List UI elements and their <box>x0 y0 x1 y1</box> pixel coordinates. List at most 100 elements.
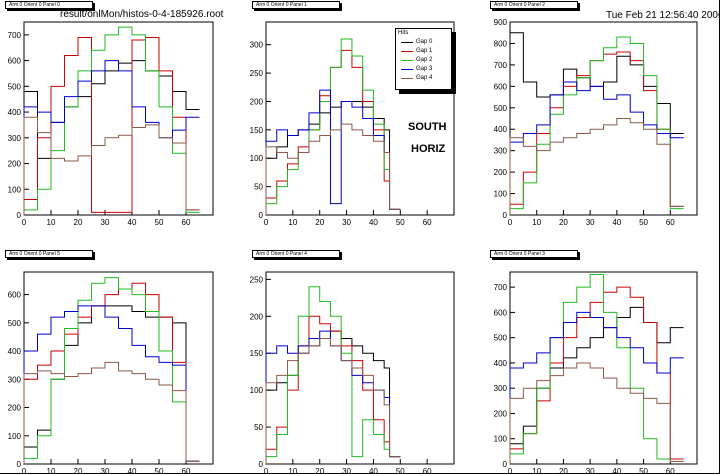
annotation-south: SOUTH <box>408 121 447 133</box>
x-tick-label: 20 <box>315 467 324 474</box>
series-gap-3 <box>265 89 401 215</box>
x-tick-label: 50 <box>639 218 648 227</box>
y-tick-label: 250 <box>250 69 264 78</box>
x-tick-label: 60 <box>182 218 191 227</box>
y-tick-label: 300 <box>494 384 508 393</box>
legend-entry: Gap 3 <box>396 65 451 73</box>
panel-0-title: Arm 0 Orient 0 Panel 0 <box>5 1 93 9</box>
x-tick-label: 10 <box>47 218 56 227</box>
x-tick-label: 0 <box>508 467 513 474</box>
y-tick-label: 400 <box>8 347 22 356</box>
series-gap-2 <box>23 277 200 464</box>
series-gap-4 <box>265 337 401 464</box>
y-tick-label: 0 <box>259 460 264 469</box>
y-tick-label: 700 <box>8 31 22 40</box>
legend-entry: Gap 1 <box>396 47 451 55</box>
y-tick-label: 600 <box>494 82 508 91</box>
y-tick-label: 800 <box>494 39 508 48</box>
x-tick-label: 50 <box>396 467 405 474</box>
y-tick-label: 400 <box>494 125 508 134</box>
series-gap-4 <box>509 118 684 215</box>
x-tick-label: 20 <box>315 218 324 227</box>
y-tick-label: 100 <box>494 435 508 444</box>
series-gap-2 <box>265 38 401 215</box>
x-tick-label: 10 <box>532 218 541 227</box>
y-tick-label: 900 <box>494 18 508 27</box>
x-tick-label: 40 <box>128 467 137 474</box>
y-tick-label: 400 <box>494 359 508 368</box>
x-tick-label: 10 <box>288 467 297 474</box>
x-tick-label: 0 <box>22 218 27 227</box>
y-tick-label: 0 <box>503 460 508 469</box>
legend: Hits Gap 0 Gap 1 Gap 2 Gap 3 Gap 4 <box>395 28 452 90</box>
panel-3-title: Arm 0 Orient 0 Panel 3 <box>490 250 578 258</box>
y-tick-label: 200 <box>8 404 22 413</box>
legend-swatch <box>401 69 413 70</box>
panel-5-title: Arm 0 Orient 0 Panel 5 <box>5 250 93 258</box>
file-path: result/onlMon/histos-0-4-185926.root <box>60 9 224 20</box>
x-tick-label: 30 <box>101 218 110 227</box>
x-tick-label: 20 <box>559 218 568 227</box>
x-tick-label: 10 <box>47 467 56 474</box>
x-tick-label: 20 <box>559 467 568 474</box>
legend-label: Gap 3 <box>416 66 433 72</box>
x-tick-label: 50 <box>155 218 164 227</box>
y-tick-label: 300 <box>8 134 22 143</box>
y-tick-label: 600 <box>494 308 508 317</box>
series-gap-3 <box>509 311 684 464</box>
y-tick-label: 600 <box>8 57 22 66</box>
series-gap-2 <box>265 286 401 464</box>
x-tick-label: 30 <box>101 467 110 474</box>
timestamp: Tue Feb 21 12:56:40 2006 <box>606 10 720 21</box>
panel-4-title: Arm 0 Orient 0 Panel 4 <box>252 250 340 258</box>
y-tick-label: 200 <box>8 160 22 169</box>
annotation-horiz: HORIZ <box>411 143 446 155</box>
y-tick-label: 300 <box>250 41 264 50</box>
legend-entry: Gap 4 <box>396 74 451 82</box>
y-tick-label: 0 <box>503 211 508 220</box>
y-tick-label: 500 <box>494 334 508 343</box>
legend-entry: Gap 2 <box>396 56 451 64</box>
legend-label: Gap 2 <box>416 57 433 63</box>
y-tick-label: 0 <box>259 211 264 220</box>
x-tick-label: 30 <box>342 467 351 474</box>
y-tick-label: 500 <box>8 319 22 328</box>
x-tick-label: 0 <box>22 467 27 474</box>
y-tick-label: 200 <box>494 168 508 177</box>
series-gap-1 <box>23 282 200 464</box>
x-tick-label: 60 <box>423 467 432 474</box>
series-gap-2 <box>509 274 684 464</box>
plot-frame <box>23 21 214 216</box>
series-gap-2 <box>509 36 684 215</box>
y-tick-label: 100 <box>250 154 264 163</box>
series-gap-2 <box>23 26 200 215</box>
panel-1-title: Arm 0 Orient 0 Panel 1 <box>252 1 340 9</box>
y-tick-label: 0 <box>17 211 22 220</box>
y-tick-label: 300 <box>494 147 508 156</box>
y-tick-label: 250 <box>250 275 264 284</box>
series-gap-4 <box>23 361 200 464</box>
x-tick-label: 60 <box>666 218 675 227</box>
x-tick-label: 10 <box>288 218 297 227</box>
legend-swatch <box>401 78 413 79</box>
x-tick-label: 60 <box>423 218 432 227</box>
y-tick-label: 600 <box>8 291 22 300</box>
y-tick-label: 700 <box>494 61 508 70</box>
legend-label: Gap 4 <box>416 75 433 81</box>
y-tick-label: 100 <box>494 190 508 199</box>
y-tick-label: 50 <box>254 423 263 432</box>
x-tick-label: 50 <box>396 218 405 227</box>
y-tick-label: 500 <box>8 82 22 91</box>
x-tick-label: 40 <box>369 218 378 227</box>
y-tick-label: 200 <box>494 409 508 418</box>
y-tick-label: 0 <box>17 460 22 469</box>
y-tick-label: 400 <box>8 108 22 117</box>
y-tick-label: 200 <box>250 97 264 106</box>
x-tick-label: 0 <box>264 467 269 474</box>
x-tick-label: 50 <box>639 467 648 474</box>
y-tick-label: 700 <box>494 283 508 292</box>
legend-label: Gap 0 <box>416 39 433 45</box>
x-tick-label: 60 <box>666 467 675 474</box>
y-tick-label: 500 <box>494 104 508 113</box>
